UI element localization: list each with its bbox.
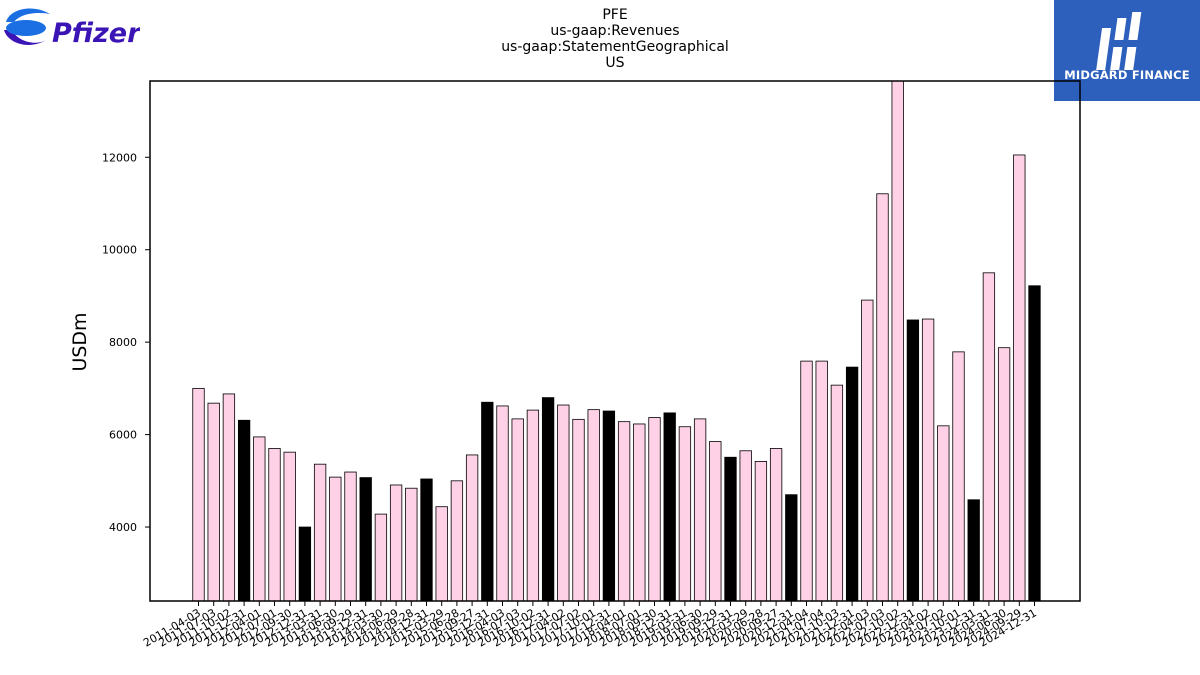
chart-title-line-4: US (605, 55, 625, 71)
bar-2013-03-31 (313, 463, 327, 602)
bar-2011-04-03 (192, 387, 205, 602)
bar-2024-09-29 (1013, 154, 1026, 602)
plot-frame (149, 80, 1081, 602)
y-tick-label: 6000 (109, 429, 137, 442)
bar-2018-09-30 (648, 417, 661, 602)
y-axis-label: USDm (69, 312, 91, 371)
bar-2022-10-02 (891, 80, 904, 602)
chart-title-line-2: us-gaap:Revenues (550, 23, 680, 39)
chart-title-line-1: PFE (602, 7, 628, 23)
bar-2016-10-02 (526, 409, 540, 602)
midgard-emblem-icon (1096, 12, 1142, 70)
bar-2019-12-31 (724, 456, 737, 602)
pfizer-wordmark: Pfizer (52, 18, 140, 49)
bar-2019-03-31 (678, 426, 692, 602)
bar-2013-12-31 (359, 477, 372, 602)
midgard-finance-logo: MIDGARD FINANCE (1054, 0, 1200, 101)
bar-2020-12-31 (785, 494, 798, 602)
bar-2023-04-02 (921, 318, 935, 602)
bar-2019-06-30 (693, 418, 707, 602)
bar-2015-03-29 (435, 506, 448, 602)
bar-2022-07-03 (876, 193, 889, 602)
bar-2023-12-31 (967, 499, 980, 602)
pfizer-logo: Pfizer (4, 8, 140, 49)
y-tick-label: 10000 (102, 244, 137, 257)
bar-2021-12-31 (845, 366, 859, 602)
y-tick-label: 12000 (102, 151, 137, 164)
y-tick-label: 8000 (109, 336, 137, 349)
bar-2024-03-31 (982, 272, 996, 602)
bar-2021-07-04 (815, 360, 828, 602)
bar-2012-09-30 (283, 451, 296, 602)
bar-2012-04-01 (253, 436, 266, 602)
pfizer-swirl-top-icon (6, 8, 50, 22)
bar-2021-04-04 (800, 360, 813, 602)
bar-2024-06-30 (997, 347, 1011, 602)
bar-2011-07-03 (207, 402, 220, 602)
bar-2015-06-28 (450, 480, 464, 602)
bar-2020-06-28 (754, 461, 768, 602)
bar-2018-04-01 (617, 421, 631, 602)
bar-2017-07-02 (572, 418, 585, 602)
bar-2022-04-03 (861, 299, 874, 602)
bar-2019-09-29 (709, 441, 722, 602)
bar-2012-07-01 (268, 448, 281, 602)
chart-title-line-3: us-gaap:StatementGeographical (501, 39, 729, 55)
bar-2013-06-30 (329, 476, 342, 602)
bar-2017-10-01 (587, 409, 600, 602)
bar-2013-09-29 (344, 471, 357, 602)
bar-2016-07-03 (511, 418, 524, 602)
y-tick-label: 4000 (109, 521, 137, 534)
bar-2014-09-28 (405, 487, 418, 602)
midgard-finance-text: MIDGARD FINANCE (1064, 68, 1190, 82)
pfizer-swirl-bottom-icon (4, 30, 46, 45)
bar-2011-12-31 (237, 419, 251, 602)
bar-2016-04-03 (496, 405, 509, 602)
bar-2023-10-01 (952, 351, 965, 602)
bar-2018-12-31 (663, 412, 676, 602)
bar-2014-03-30 (374, 513, 388, 602)
bar-2015-12-31 (481, 401, 494, 602)
bar-2015-09-27 (465, 454, 479, 602)
bar-2014-06-29 (389, 484, 403, 602)
bar-2020-09-27 (769, 448, 783, 602)
bar-2012-12-31 (298, 526, 312, 602)
bar-2020-03-29 (739, 450, 752, 602)
bar-2021-10-03 (830, 384, 844, 602)
bar-2017-04-02 (557, 404, 570, 602)
bar-2016-12-31 (541, 397, 555, 602)
bar-2014-12-31 (420, 478, 433, 602)
bar-2022-12-31 (906, 319, 920, 602)
bar-2017-12-31 (602, 410, 616, 602)
bar-2024-12-31 (1028, 285, 1041, 602)
bar-2011-10-02 (222, 393, 236, 602)
bar-2018-07-01 (633, 423, 646, 602)
bar-2023-07-02 (937, 425, 950, 602)
